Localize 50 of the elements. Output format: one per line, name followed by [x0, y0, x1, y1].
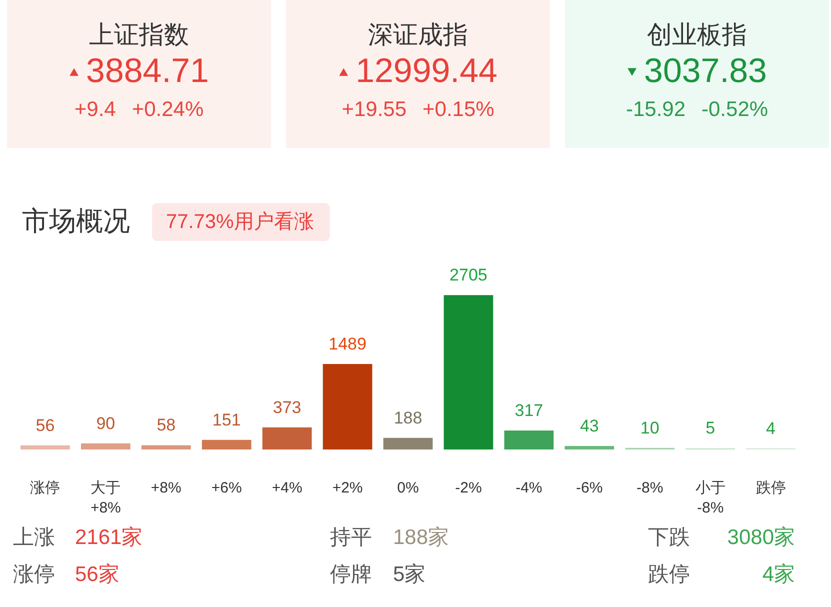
data-label: 3037.83	[644, 52, 767, 90]
bar	[444, 295, 494, 450]
x-tick-label: -2%	[455, 480, 482, 496]
x-tick-label: -6%	[576, 480, 603, 496]
bar	[322, 364, 372, 450]
data-label: 43	[580, 416, 599, 436]
x-tick-label: 跌停	[756, 480, 786, 496]
x-tick-label: 小于 -8%	[695, 480, 726, 516]
text: 上证指数	[89, 21, 189, 49]
data-label: -0.52%	[702, 98, 768, 121]
data-label: -15.92	[626, 98, 686, 121]
bar	[504, 430, 554, 450]
text: 77.73%用户看涨	[166, 211, 314, 233]
x-tick-label: 0%	[397, 480, 419, 496]
x-tick-label: -4%	[516, 480, 542, 496]
bar	[141, 445, 191, 450]
data-label: 56	[36, 416, 55, 435]
bar	[20, 445, 70, 450]
data-label: 12999.44	[356, 52, 498, 90]
data-label: 3884.71	[86, 52, 209, 90]
data-label: +0.15%	[422, 98, 494, 121]
data-label: +9.4	[74, 98, 116, 121]
bar	[383, 438, 433, 450]
data-label: +19.55	[342, 98, 407, 121]
chart-title: 市场概况	[22, 206, 130, 236]
x-tick-label: +2%	[332, 480, 363, 496]
data-label: 2705	[450, 266, 488, 285]
data-label: 188	[394, 408, 422, 428]
bar	[202, 440, 252, 450]
data-label: 90	[96, 414, 116, 433]
bar	[262, 427, 312, 450]
data-label: 1489	[328, 334, 366, 354]
x-tick-label: -8%	[636, 480, 664, 496]
x-tick-label: +8%	[150, 480, 182, 496]
x-tick-label: 涨停	[30, 480, 60, 496]
x-tick-label: 大于 +8%	[90, 480, 121, 516]
bar	[564, 446, 614, 450]
data-label: +0.24%	[132, 98, 204, 121]
data-label: 10	[640, 418, 660, 438]
x-tick-label: +6%	[211, 480, 242, 496]
data-label: 4	[766, 418, 776, 438]
text: 创业板指	[647, 21, 747, 49]
data-label: 317	[514, 401, 544, 420]
data-label: 58	[156, 416, 176, 435]
data-label: 5	[706, 418, 716, 438]
x-tick-label: +4%	[272, 480, 302, 496]
text: 深证成指	[368, 21, 468, 49]
data-label: 373	[272, 398, 302, 417]
data-label: 151	[212, 410, 241, 430]
bar	[80, 443, 130, 450]
